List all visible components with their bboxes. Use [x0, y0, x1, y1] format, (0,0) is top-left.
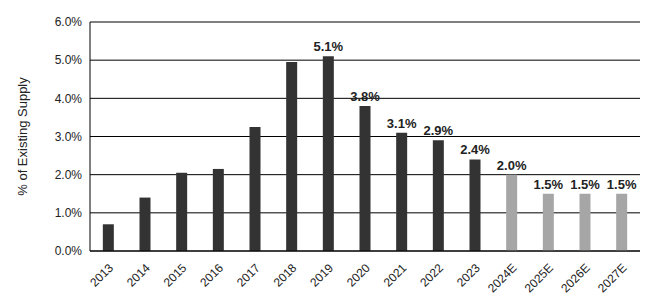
svg-text:4.0%: 4.0% — [55, 92, 83, 106]
svg-text:2021: 2021 — [381, 261, 410, 290]
svg-text:2025E: 2025E — [522, 261, 556, 295]
svg-text:2.4%: 2.4% — [460, 142, 490, 157]
svg-text:2022: 2022 — [417, 261, 446, 290]
svg-text:3.1%: 3.1% — [387, 116, 417, 131]
svg-text:2018: 2018 — [271, 261, 300, 290]
svg-text:3.0%: 3.0% — [55, 130, 83, 144]
svg-text:2017: 2017 — [234, 261, 263, 290]
svg-text:1.0%: 1.0% — [55, 206, 83, 220]
svg-text:6.0%: 6.0% — [55, 15, 83, 29]
svg-text:2027E: 2027E — [595, 261, 629, 295]
svg-text:1.5%: 1.5% — [570, 177, 600, 192]
svg-text:2014: 2014 — [124, 261, 153, 290]
svg-text:2.9%: 2.9% — [424, 123, 454, 138]
svg-text:2016: 2016 — [197, 261, 226, 290]
svg-text:2.0%: 2.0% — [55, 168, 83, 182]
svg-text:5.0%: 5.0% — [55, 53, 83, 67]
svg-text:3.8%: 3.8% — [350, 89, 380, 104]
svg-text:2024E: 2024E — [485, 261, 519, 295]
svg-text:2013: 2013 — [87, 261, 116, 290]
svg-text:2019: 2019 — [307, 261, 336, 290]
svg-text:% of Existing Supply: % of Existing Supply — [15, 77, 30, 196]
svg-text:2.0%: 2.0% — [497, 158, 527, 173]
svg-text:2026E: 2026E — [558, 261, 592, 295]
svg-text:5.1%: 5.1% — [314, 39, 344, 54]
svg-text:2023: 2023 — [454, 261, 483, 290]
svg-text:2020: 2020 — [344, 261, 373, 290]
svg-text:2015: 2015 — [161, 261, 190, 290]
svg-text:1.5%: 1.5% — [607, 177, 637, 192]
svg-text:0.0%: 0.0% — [55, 244, 83, 258]
svg-text:1.5%: 1.5% — [534, 177, 564, 192]
